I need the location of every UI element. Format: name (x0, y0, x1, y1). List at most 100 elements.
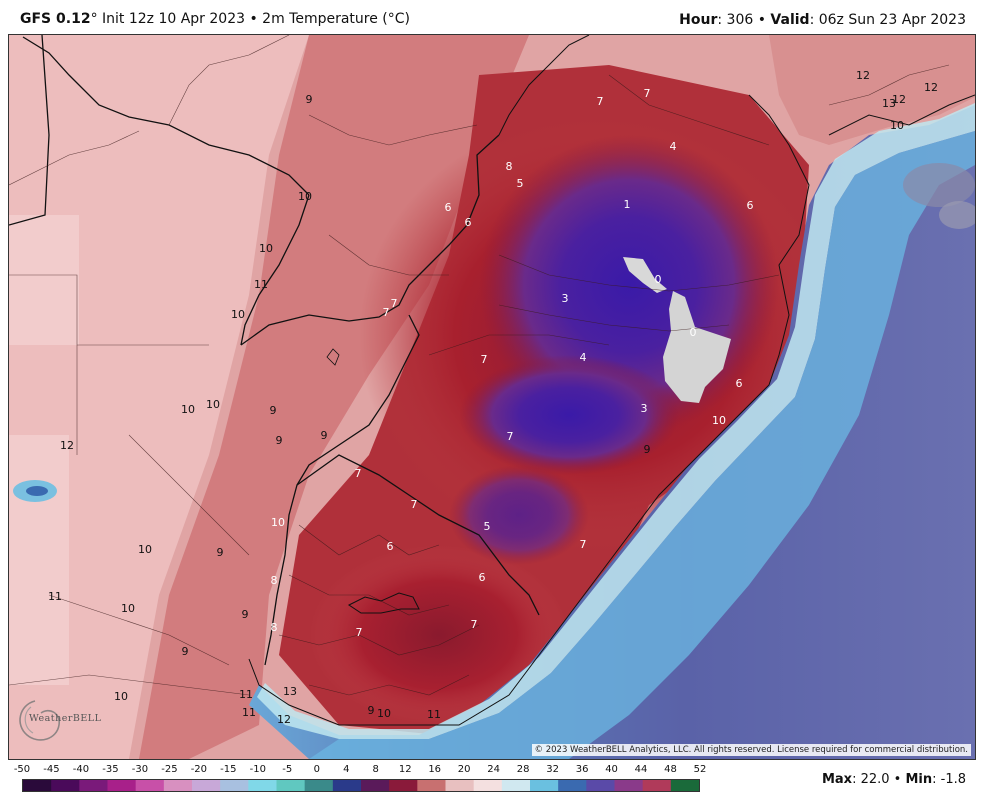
hour-label: Hour (679, 12, 718, 28)
legend-color-segment (107, 780, 137, 791)
legend-color-segment (163, 780, 193, 791)
legend-tick: 0 (313, 764, 320, 775)
temperature-value-label: 10 (377, 707, 391, 720)
legend-color-segment (361, 780, 390, 791)
legend-color-segment (642, 780, 672, 791)
legend-color-segment (445, 780, 475, 791)
max-value: : 22.0 • (852, 772, 906, 787)
temperature-value-label: 10 (231, 308, 245, 321)
legend-color-segment (304, 780, 334, 791)
header-title: GFS 0.12° Init 12z 10 Apr 2023 • 2m Temp… (20, 11, 410, 27)
coastal-lagoon (348, 592, 420, 614)
legend-color-segment (23, 780, 52, 791)
legend-tick: 36 (575, 764, 589, 775)
legend-color-segment (586, 780, 615, 791)
state-borders (9, 35, 950, 696)
temperature-value-label: 10 (890, 119, 904, 132)
temperature-value-label: 7 (597, 95, 604, 108)
temperature-value-label: 7 (481, 353, 488, 366)
min-label: Min (905, 772, 933, 787)
temperature-value-label: 13 (283, 685, 297, 698)
legend-tick: -10 (249, 764, 266, 775)
legend-color-segment (248, 780, 277, 791)
map-header: GFS 0.12° Init 12z 10 Apr 2023 • 2m Temp… (0, 0, 984, 34)
temperature-value-label: 0 (690, 326, 697, 339)
temperature-value-label: 0 (655, 273, 662, 286)
legend-tick: 12 (398, 764, 412, 775)
temperature-value-label: 7 (644, 87, 651, 100)
temperature-value-label: 3 (562, 292, 569, 305)
near-zero-patch-a (623, 257, 667, 293)
ocean (249, 105, 975, 759)
temperature-value-label: 4 (670, 140, 677, 153)
temperature-value-label: 7 (355, 467, 362, 480)
legend-tick: -5 (282, 764, 293, 775)
max-label: Max (821, 772, 853, 787)
temperature-value-label: 10 (712, 414, 726, 427)
legend-color-segment (530, 780, 559, 791)
temperature-value-label: 8 (506, 160, 513, 173)
cold-core-lower (449, 465, 589, 565)
land-pale-west (9, 35, 309, 759)
legend-tick: 48 (664, 764, 677, 775)
temperature-value-label: 7 (580, 538, 587, 551)
temperature-value-label: 7 (411, 498, 418, 511)
temperature-value-label: 10 (121, 602, 135, 615)
cold-core-south (459, 355, 679, 475)
temperature-value-label: 12 (277, 713, 291, 726)
temperature-value-label: 6 (387, 540, 394, 553)
legend-tick: 24 (487, 764, 501, 775)
temperature-value-label: 7 (356, 626, 363, 639)
ocean-grey-patch-b (939, 201, 975, 229)
temperature-value-label: 7 (391, 297, 398, 310)
legend-color-bar (22, 779, 700, 792)
temperature-value-label: 9 (644, 443, 651, 456)
temperature-value-label: 9 (270, 404, 277, 417)
temperature-value-label: 11 (427, 708, 441, 721)
legend-tick: -30 (131, 764, 149, 775)
legend-tick: -45 (43, 764, 60, 775)
init-text: ° Init 12z 10 Apr 2023 • 2m Temperature … (90, 11, 411, 27)
temperature-value-label: 10 (114, 690, 128, 703)
temperature-value-label: 6 (465, 216, 472, 229)
map-panel[interactable]: 12 13 12 12 7 7 9 10 4 8 5 10 6 1 6 6 10 0 11 3 7 7 10 0 7 4 6 10 10… (8, 34, 976, 760)
legend-color-segment (670, 780, 699, 791)
legend-color-segment (473, 780, 503, 791)
color-legend: -50 -45 -40 -35 -30 -25 -20 -15 -10 -5 0 4 8 12 16 20 24… (14, 764, 714, 800)
coastline (248, 35, 975, 726)
near-zero-patch-b (663, 291, 731, 403)
temperature-value-label: 4 (580, 351, 587, 364)
legend-tick: -20 (190, 764, 208, 775)
temperature-value-label: 10 (298, 190, 312, 203)
temperature-value-label: 10 (259, 242, 273, 255)
legend-tick: -40 (72, 764, 90, 775)
temperature-value-label: 11 (242, 706, 256, 719)
temperature-value-label: 10 (181, 403, 195, 416)
weatherbell-swirl-icon (19, 700, 60, 741)
valid-label: Valid (770, 12, 810, 28)
temperature-value-label: 11 (239, 688, 253, 701)
hour-value: : 306 • (717, 12, 771, 28)
max-min-stats: Max: 22.0 • Min: -1.8 (822, 772, 966, 787)
legend-tick: -50 (13, 764, 31, 775)
legend-tick: 44 (634, 764, 648, 775)
temperature-value-label: 1 (624, 198, 631, 211)
temperature-value-label: 8 (271, 621, 278, 634)
temperature-value-label: 7 (507, 430, 514, 443)
temperature-value-label: 9 (217, 546, 224, 559)
temperature-value-label: 9 (368, 704, 375, 717)
temperature-value-label: 5 (517, 177, 524, 190)
temperature-value-label: 9 (321, 429, 328, 442)
land-palest-west (9, 215, 79, 685)
country-borders (9, 35, 540, 666)
legend-color-segment (135, 780, 165, 791)
header-valid: Hour: 306 • Valid: 06z Sun 23 Apr 2023 (679, 12, 966, 28)
legend-tick: 52 (693, 764, 707, 775)
temperature-value-label: 9 (242, 608, 249, 621)
legend-tick: 4 (343, 764, 350, 775)
legend-tick: 40 (605, 764, 618, 775)
temperature-value-label: 6 (479, 571, 486, 584)
legend-color-segment (276, 780, 306, 791)
